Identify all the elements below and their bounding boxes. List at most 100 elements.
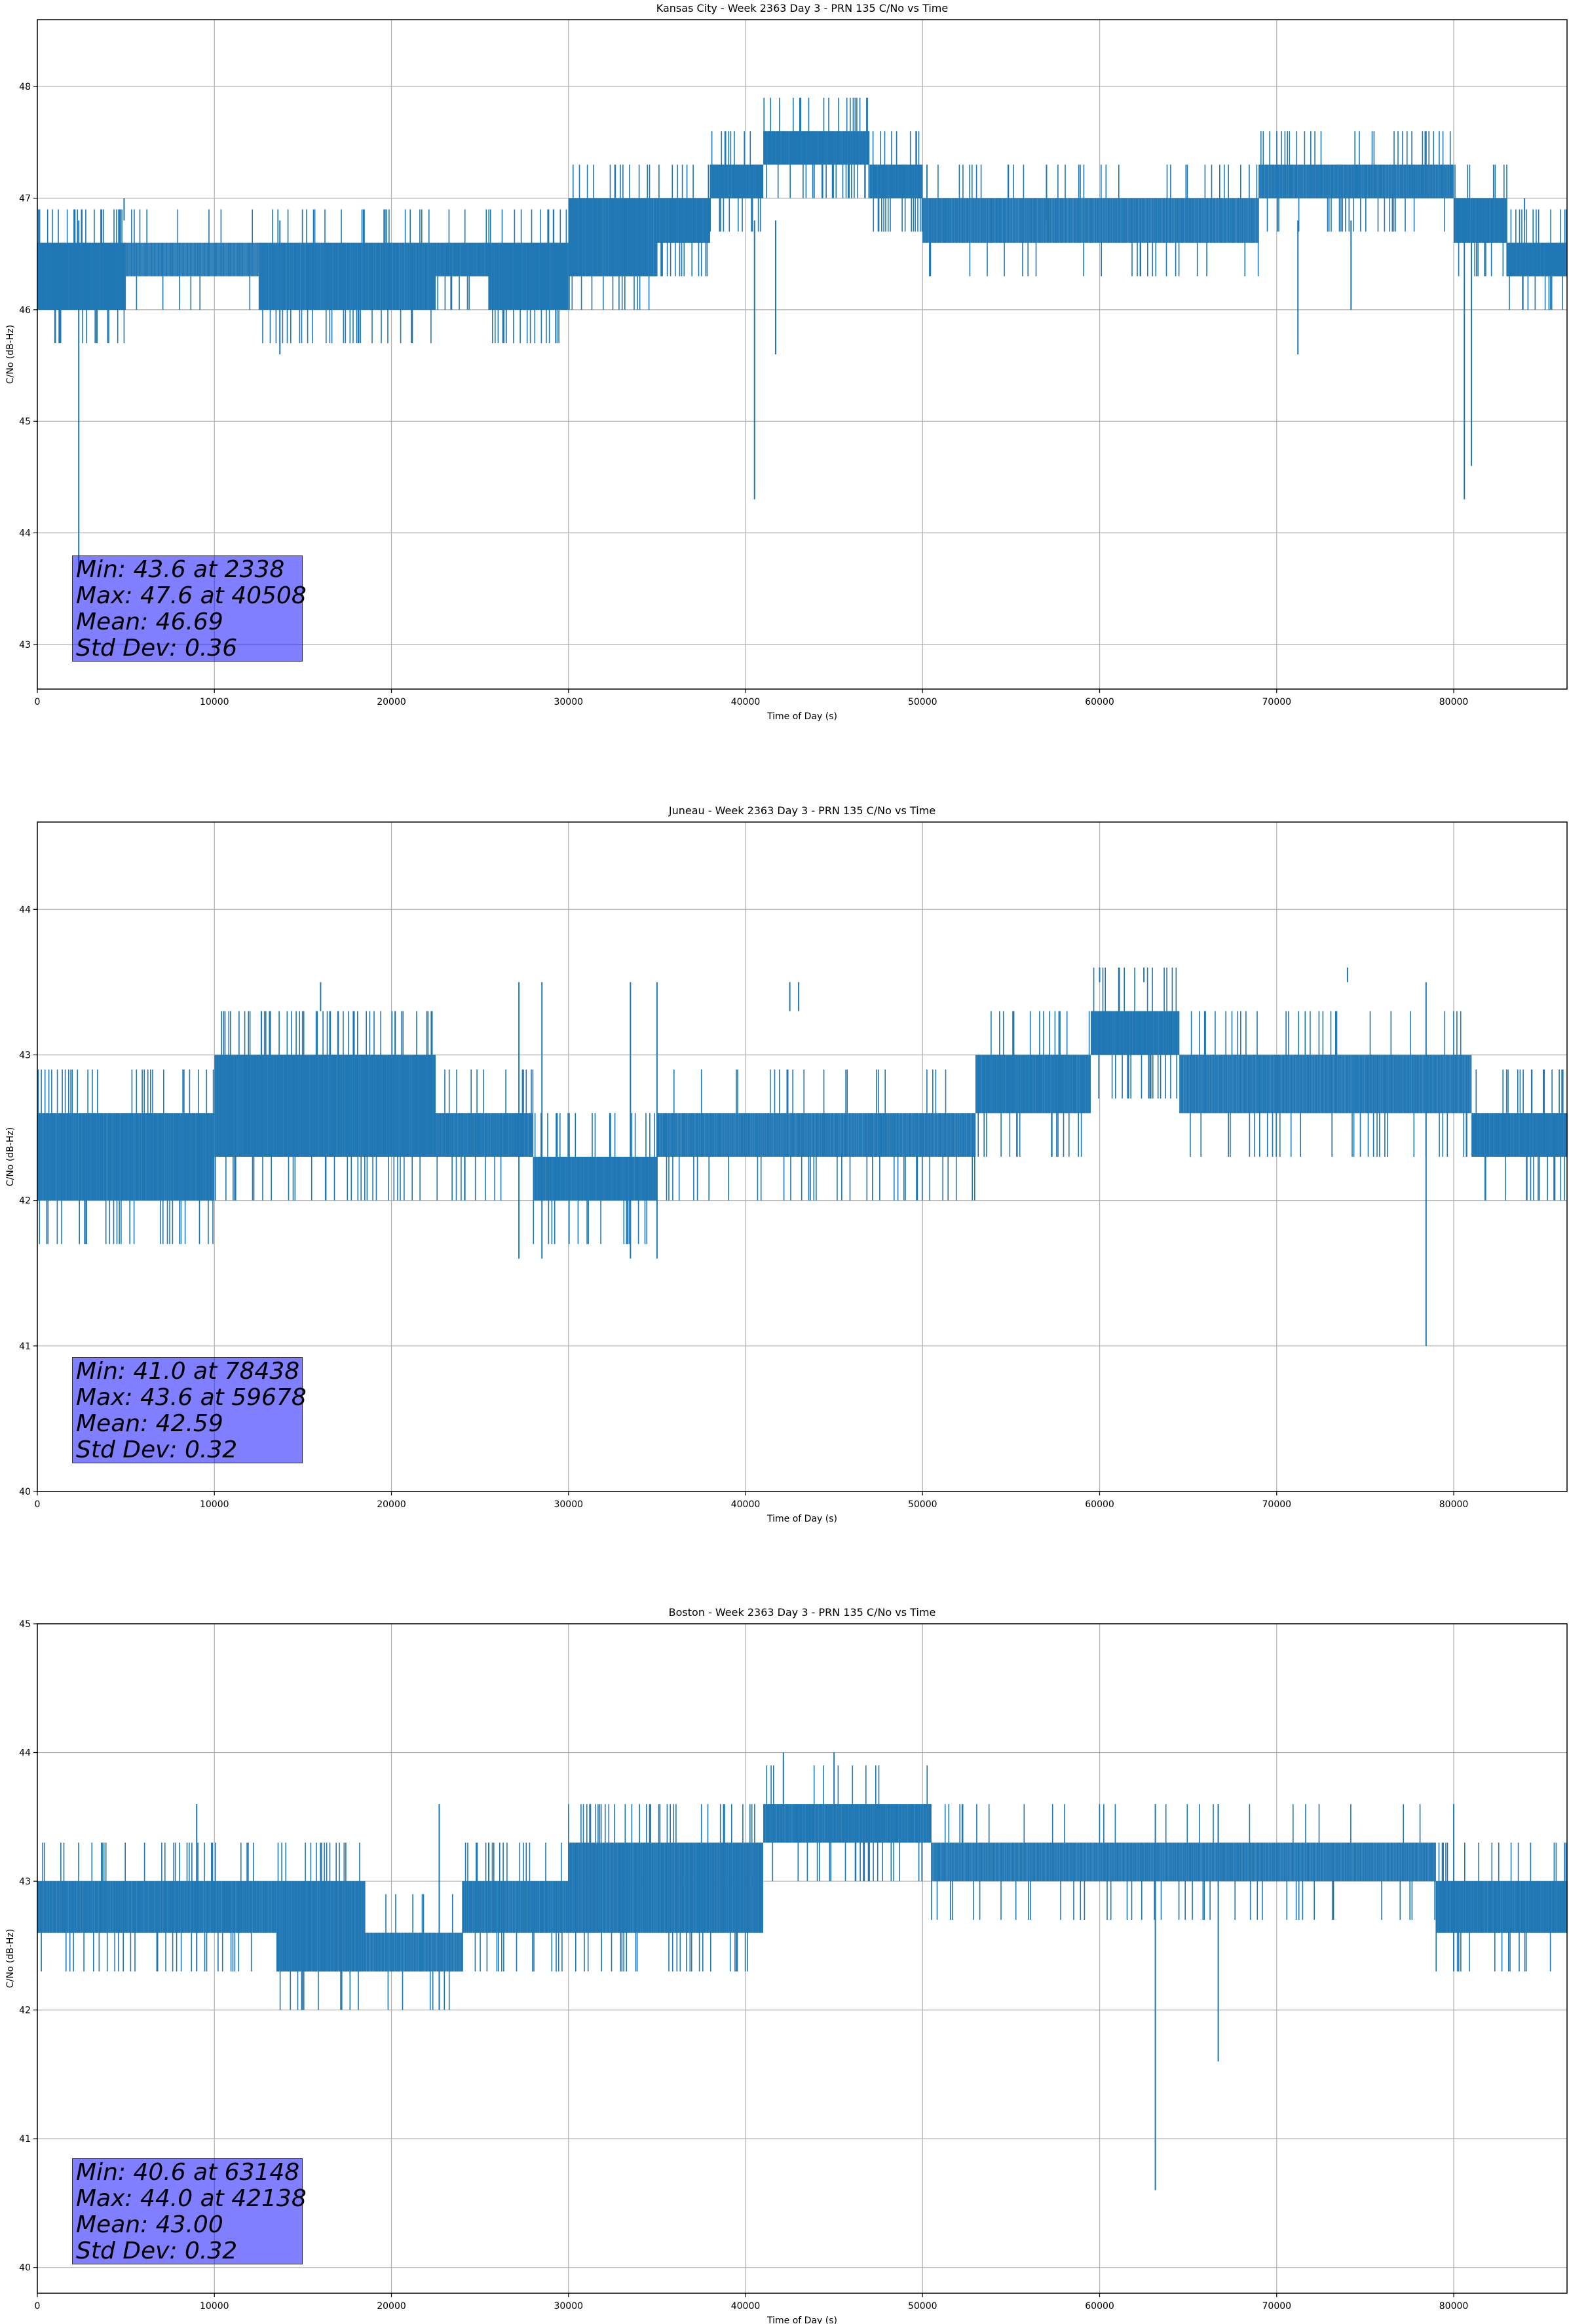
- cno-band: [276, 1881, 365, 1972]
- y-tick-label: 43: [19, 640, 31, 650]
- cno-band: [656, 198, 710, 243]
- cno-band: [462, 1881, 569, 1933]
- x-tick-label: 0: [35, 1499, 41, 1510]
- x-tick-label: 60000: [1085, 2301, 1114, 2312]
- cno-band: [1179, 1055, 1472, 1114]
- x-tick-label: 50000: [908, 697, 937, 707]
- chart-title: Kansas City - Week 2363 Day 3 - PRN 135 …: [656, 2, 948, 14]
- cno-band: [656, 1113, 976, 1157]
- cno-band: [763, 131, 870, 165]
- chart-1: 0 10000 20000 30000 40000 50000 60000 70000 8000…: [5, 804, 1568, 1524]
- cno-band: [931, 1843, 1437, 1882]
- x-axis-label: Time of Day (s): [766, 1514, 837, 1524]
- x-tick-label: 50000: [908, 1499, 937, 1510]
- stats-std: Std Dev: 0.36: [76, 635, 238, 662]
- cno-band: [1507, 242, 1567, 276]
- y-tick-label: 48: [19, 82, 31, 92]
- axes-frame: [37, 19, 1568, 690]
- cno-band: [489, 242, 569, 310]
- cno-band: [285, 1055, 436, 1157]
- chart-title: Boston - Week 2363 Day 3 - PRN 135 C/No …: [669, 1606, 936, 1619]
- x-tick-label: 10000: [200, 697, 229, 707]
- cno-band: [568, 1843, 764, 1933]
- x-tick-label: 30000: [554, 2301, 583, 2312]
- y-tick-label: 43: [19, 1050, 31, 1060]
- stats-max: Max: 43.6 at 59678: [76, 1384, 307, 1411]
- y-axis-label: C/No (dB-Hz): [5, 1127, 16, 1186]
- cno-band: [126, 242, 259, 276]
- y-axis-label: C/No (dB-Hz): [5, 1929, 16, 1988]
- x-tick-label: 20000: [377, 2301, 406, 2312]
- stats-std: Std Dev: 0.32: [76, 1436, 238, 1463]
- x-tick-label: 50000: [908, 2301, 937, 2312]
- cno-band: [533, 1157, 657, 1201]
- axes-frame: [37, 1623, 1568, 2294]
- y-tick-label: 42: [19, 2006, 31, 2016]
- x-tick-label: 0: [35, 2301, 41, 2312]
- y-tick-label: 44: [19, 905, 31, 915]
- cno-band: [1436, 1881, 1567, 1933]
- x-tick-label: 80000: [1439, 1499, 1469, 1510]
- stats-box-boston: Min: 40.6 at 63148 Max: 44.0 at 42138 Me…: [72, 2158, 307, 2264]
- y-tick-label: 45: [19, 1619, 31, 1630]
- y-tick-label: 40: [19, 2263, 31, 2274]
- stats-min: Min: 43.6 at 2338: [76, 556, 285, 583]
- x-tick-label: 40000: [731, 1499, 761, 1510]
- stats-min: Min: 41.0 at 78438: [76, 1358, 300, 1385]
- stats-mean: Mean: 46.69: [76, 609, 223, 635]
- cno-band: [258, 242, 436, 310]
- cno-band: [37, 1881, 276, 1933]
- x-tick-label: 40000: [731, 2301, 761, 2312]
- x-tick-label: 70000: [1262, 2301, 1292, 2312]
- chart-0: 0 10000 20000 30000 40000 50000 60000 70000 8000…: [5, 2, 1568, 722]
- x-tick-label: 20000: [377, 697, 406, 707]
- cno-band: [975, 1055, 1091, 1114]
- cno-band: [37, 242, 126, 310]
- stats-box-kansas-city: Min: 43.6 at 2338 Max: 47.6 at 40508 Mea…: [72, 555, 307, 662]
- cno-band: [1091, 1011, 1180, 1055]
- axes-frame: [37, 821, 1568, 1492]
- x-axis-label: Time of Day (s): [766, 2315, 837, 2324]
- y-tick-label: 44: [19, 529, 31, 539]
- cno-band: [37, 1113, 215, 1201]
- x-tick-label: 20000: [377, 1499, 406, 1510]
- x-tick-label: 70000: [1262, 1499, 1292, 1510]
- cno-band: [709, 164, 764, 198]
- y-tick-label: 46: [19, 305, 31, 316]
- x-tick-label: 10000: [200, 1499, 229, 1510]
- chart-2: 0 10000 20000 30000 40000 50000 60000 70000 8000…: [5, 1606, 1568, 2324]
- cno-band: [1258, 164, 1454, 198]
- x-tick-label: 60000: [1085, 1499, 1114, 1510]
- cno-band: [922, 198, 1011, 243]
- y-tick-label: 43: [19, 1877, 31, 1887]
- x-tick-label: 80000: [1439, 2301, 1469, 2312]
- x-tick-label: 60000: [1085, 697, 1114, 707]
- cno-band: [763, 1804, 932, 1843]
- stats-box-juneau: Min: 41.0 at 78438 Max: 43.6 at 59678 Me…: [72, 1357, 307, 1463]
- cno-band: [568, 198, 657, 276]
- x-tick-label: 80000: [1439, 697, 1469, 707]
- cno-band: [436, 1113, 533, 1157]
- cno-band: [436, 242, 489, 276]
- y-tick-label: 42: [19, 1196, 31, 1207]
- y-tick-label: 40: [19, 1487, 31, 1497]
- y-tick-label: 45: [19, 417, 31, 427]
- cno-band: [364, 1932, 463, 1972]
- y-tick-label: 47: [19, 194, 31, 204]
- stats-mean: Mean: 42.59: [76, 1410, 223, 1437]
- stats-max: Max: 47.6 at 40508: [76, 582, 307, 609]
- chart-title: Juneau - Week 2363 Day 3 - PRN 135 C/No …: [668, 804, 936, 817]
- cno-band: [1454, 198, 1507, 243]
- stats-max: Max: 44.0 at 42138: [76, 2185, 307, 2212]
- stats-min: Min: 40.6 at 63148: [76, 2159, 300, 2186]
- x-tick-label: 10000: [200, 2301, 229, 2312]
- x-tick-label: 40000: [731, 697, 761, 707]
- cno-band: [1011, 198, 1259, 243]
- cno-band: [869, 164, 923, 198]
- y-tick-label: 41: [19, 2134, 31, 2145]
- stats-std: Std Dev: 0.32: [76, 2238, 238, 2264]
- cno-band: [214, 1055, 286, 1157]
- x-tick-label: 0: [35, 697, 41, 707]
- y-axis-label: C/No (dB-Hz): [5, 325, 16, 384]
